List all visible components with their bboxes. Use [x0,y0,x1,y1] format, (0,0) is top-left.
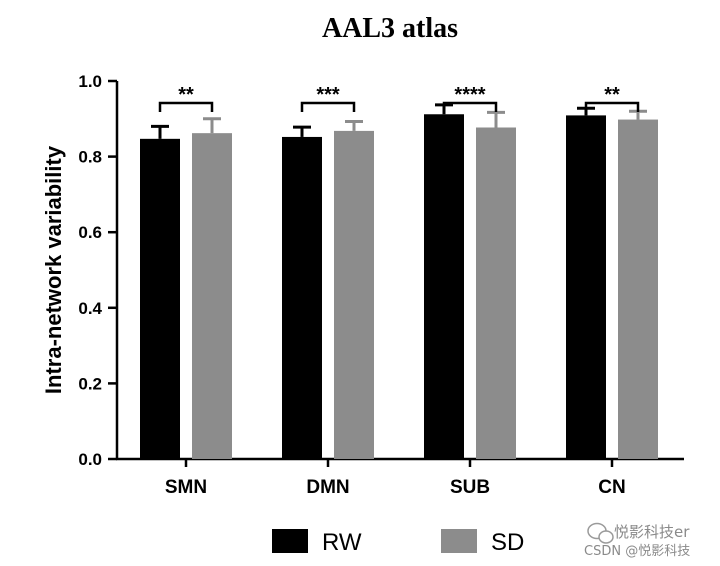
y-tick-label: 0.8 [78,148,102,167]
x-tick-label-smn: SMN [165,477,207,498]
y-tick-label: 0.0 [78,450,102,469]
bar-sd-cn [618,119,658,459]
watermark-line2: CSDN @悦影科技 [584,544,690,559]
legend-label-sd: SD [491,529,524,556]
x-tick-label-dmn: DMN [306,477,349,498]
significance-brackets: ** *** **** ** [158,84,640,112]
bar-sd-sub [476,127,516,459]
x-tick-label-cn: CN [598,477,625,498]
sig-bracket-sub [442,101,498,112]
y-ticks: 0.0 0.2 0.4 0.6 0.8 1.0 [78,72,117,469]
bar-sd-dmn [334,130,374,459]
sig-label-sub: **** [454,84,485,106]
sig-label-smn: ** [178,84,194,106]
bar-rw-smn [140,138,180,460]
y-tick-label: 0.6 [78,223,102,242]
bars [140,114,658,460]
watermark: 悦影科技er CSDN @悦影科技 [584,522,690,559]
y-tick-label: 0.4 [78,299,102,318]
x-tick-label-sub: SUB [450,477,490,498]
y-tick-label: 0.2 [78,374,102,393]
legend-swatch-rw [272,529,308,553]
legend: RW SD [272,529,524,556]
watermark-line1: 悦影科技er [614,523,690,541]
x-ticks: SMN DMN SUB CN [165,459,626,498]
sig-label-dmn: *** [316,84,340,106]
bar-sd-smn [192,133,232,459]
sig-label-cn: ** [604,84,620,106]
sig-bracket-smn [158,101,214,112]
bar-rw-dmn [282,136,322,459]
y-axis-label: Intra-network variability [41,145,66,394]
sig-bracket-dmn [300,101,356,112]
sig-bracket-cn [584,101,640,112]
bar-rw-sub [424,114,464,459]
legend-swatch-sd [441,529,477,553]
y-tick-label: 1.0 [78,72,102,91]
legend-label-rw: RW [322,529,362,556]
wechat-icon [587,522,614,544]
bar-rw-cn [566,115,606,459]
chart-title: AAL3 atlas [322,13,458,44]
